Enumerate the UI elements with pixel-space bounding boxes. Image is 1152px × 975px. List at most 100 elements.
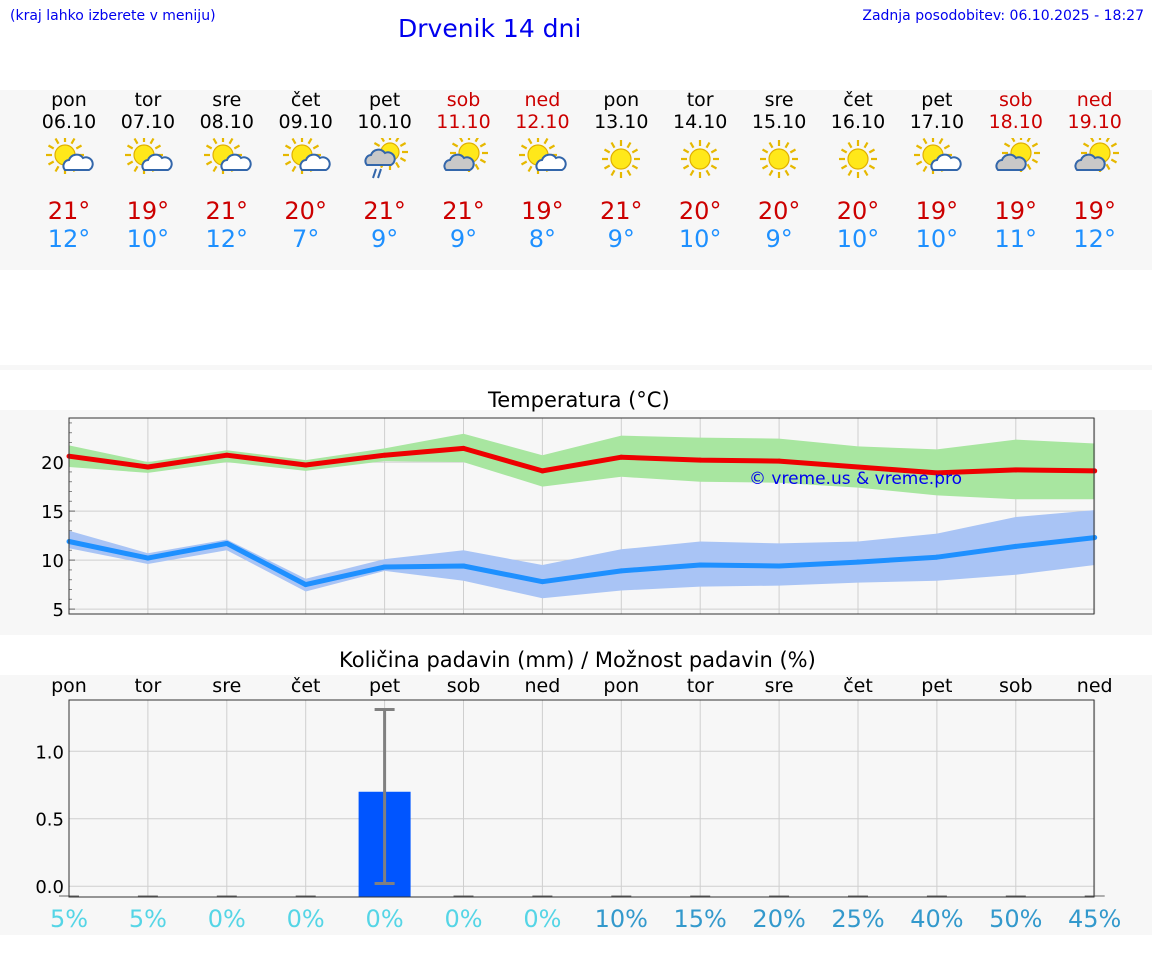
max-temperature: 19° bbox=[915, 197, 959, 225]
day-date: 09.10 bbox=[278, 111, 333, 133]
sun-grey-cloud-icon bbox=[1070, 134, 1120, 182]
y-tick-label: 1.0 bbox=[35, 742, 64, 763]
forecast-band bbox=[0, 90, 1152, 270]
day-name: tor bbox=[134, 89, 162, 111]
temperature-point bbox=[934, 554, 940, 560]
temperature-point bbox=[1092, 535, 1098, 541]
page-title: Drvenik 14 dni bbox=[398, 14, 582, 43]
day-label: sre bbox=[765, 675, 794, 697]
min-temperature: 9° bbox=[370, 225, 399, 253]
day-name: sre bbox=[764, 89, 794, 111]
temperature-point bbox=[855, 464, 861, 470]
day-column: sre 15.10 bbox=[739, 89, 819, 133]
precip-probability: 0% bbox=[287, 905, 325, 933]
max-temperature-line bbox=[68, 445, 1095, 476]
day-name: čet bbox=[290, 89, 321, 111]
min-temperature-line bbox=[68, 535, 1095, 588]
sun-icon bbox=[833, 138, 883, 182]
precip-probability: 0% bbox=[208, 905, 246, 933]
min-temperature: 7° bbox=[292, 225, 320, 253]
day-date: 06.10 bbox=[41, 111, 97, 133]
temperature-point bbox=[303, 582, 309, 588]
min-temperature: 12° bbox=[47, 225, 91, 253]
precip-probability: 5% bbox=[50, 905, 88, 933]
temperature-point bbox=[1013, 543, 1019, 549]
temperature-point bbox=[539, 579, 545, 585]
sun-icon bbox=[754, 138, 804, 182]
min-temperature-band bbox=[69, 510, 1095, 599]
day-column: sre 08.10 bbox=[187, 89, 267, 133]
day-date: 14.10 bbox=[672, 111, 728, 133]
max-temperature: 19° bbox=[126, 197, 170, 225]
day-column: čet 16.10 bbox=[818, 89, 898, 133]
sun-cloud-icon bbox=[281, 136, 331, 182]
temperature-point bbox=[618, 568, 624, 574]
day-name: sre bbox=[212, 89, 242, 111]
day-date: 15.10 bbox=[751, 111, 807, 133]
day-date: 08.10 bbox=[199, 111, 254, 133]
day-label: tor bbox=[687, 675, 714, 697]
sun-cloud-icon bbox=[44, 136, 94, 182]
day-name: čet bbox=[843, 89, 873, 111]
sun-icon bbox=[596, 138, 646, 182]
temperature-point bbox=[697, 562, 703, 568]
precip-probability: 5% bbox=[129, 905, 167, 933]
spacer-band bbox=[0, 365, 1152, 370]
location-note[interactable]: (kraj lahko izberete v meniju) bbox=[10, 8, 216, 24]
min-temperature: 10° bbox=[126, 225, 170, 253]
max-temperature: 21° bbox=[600, 197, 643, 225]
day-label: ned bbox=[525, 675, 561, 697]
day-date: 18.10 bbox=[988, 111, 1043, 133]
day-column: sob 11.10 bbox=[424, 89, 504, 133]
max-temperature: 20° bbox=[678, 197, 722, 225]
day-name: tor bbox=[686, 89, 714, 111]
y-tick-label: 0.0 bbox=[35, 877, 64, 898]
min-temperature: 8° bbox=[528, 225, 557, 253]
precip-probability: 10% bbox=[595, 905, 648, 933]
temperature-point bbox=[539, 468, 545, 474]
precip-probability: 20% bbox=[752, 905, 805, 933]
temperature-point bbox=[303, 462, 309, 468]
day-date: 17.10 bbox=[909, 111, 965, 133]
day-date: 19.10 bbox=[1067, 111, 1122, 133]
precip-probability: 40% bbox=[910, 905, 963, 933]
sun-grey-cloud-icon bbox=[991, 134, 1041, 182]
max-temperature: 21° bbox=[363, 197, 406, 225]
temperature-point bbox=[224, 540, 230, 546]
day-name: pet bbox=[368, 89, 401, 111]
day-date: 13.10 bbox=[594, 111, 649, 133]
max-temperature: 21° bbox=[47, 197, 91, 225]
day-date: 11.10 bbox=[436, 111, 491, 133]
day-name: pon bbox=[51, 89, 87, 111]
day-date: 16.10 bbox=[830, 111, 886, 133]
day-name: ned bbox=[1076, 89, 1113, 111]
day-column: čet 09.10 bbox=[266, 89, 346, 133]
y-tick-label: 20 bbox=[41, 453, 64, 474]
max-temperature: 20° bbox=[284, 197, 327, 225]
temperature-point bbox=[776, 458, 782, 464]
day-label: čet bbox=[843, 675, 873, 697]
min-temperature: 9° bbox=[449, 225, 478, 253]
temperature-point bbox=[382, 452, 388, 458]
sun-cloud-rain-icon bbox=[360, 134, 410, 182]
precip-chart-title: Količina padavin (mm) / Možnost padavin … bbox=[339, 648, 816, 672]
plot-area bbox=[69, 700, 1094, 897]
day-label: sob bbox=[447, 675, 481, 697]
temperature-point bbox=[224, 452, 230, 458]
max-temperature: 21° bbox=[442, 197, 485, 225]
temperature-point bbox=[697, 457, 703, 463]
temperature-point bbox=[461, 445, 466, 451]
precip-probability: 0% bbox=[444, 905, 482, 933]
day-label: pon bbox=[603, 675, 639, 697]
temperature-point bbox=[145, 464, 151, 470]
max-temperature: 19° bbox=[1073, 197, 1116, 225]
max-temperature: 19° bbox=[994, 197, 1038, 225]
day-label: pet bbox=[921, 675, 952, 697]
min-temperature: 10° bbox=[678, 225, 722, 253]
min-temperature: 12° bbox=[1073, 225, 1116, 253]
temperature-point bbox=[461, 563, 466, 569]
day-column: pet 10.10 bbox=[345, 89, 425, 133]
sun-cloud-icon bbox=[202, 136, 252, 182]
day-label: sob bbox=[999, 675, 1033, 697]
day-name: pet bbox=[921, 89, 953, 111]
